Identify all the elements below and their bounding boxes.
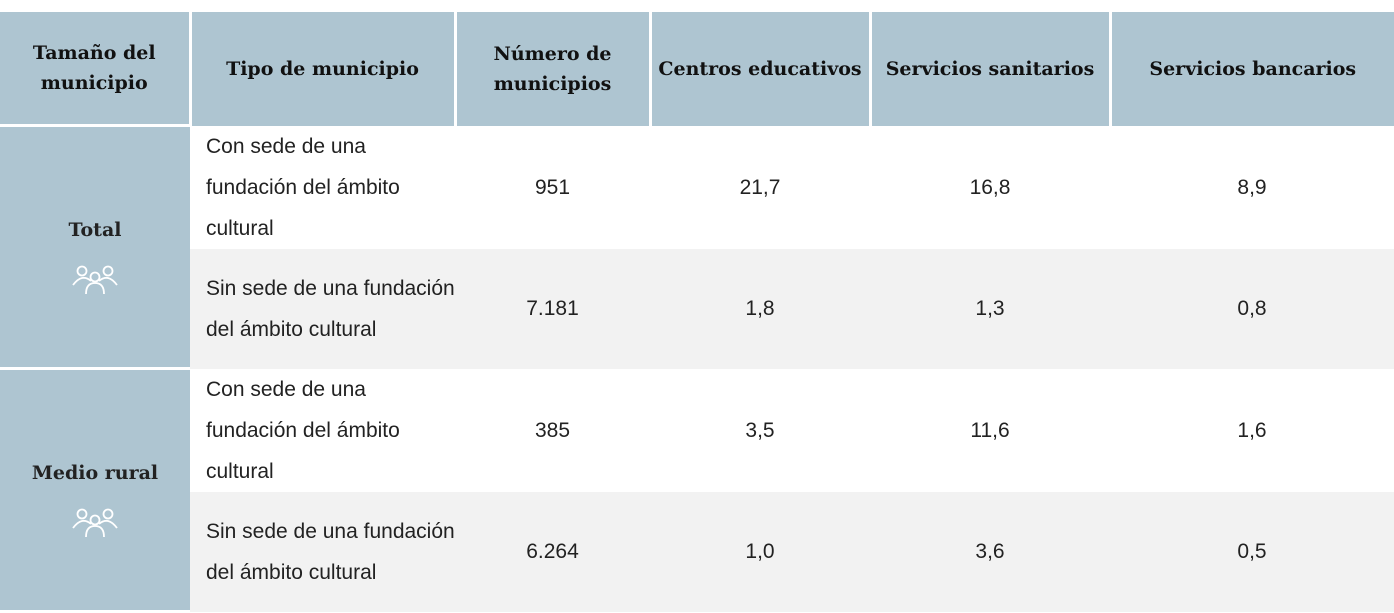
header-cell: Servicios sanitarios (870, 12, 1112, 126)
icon-head (76, 265, 88, 276)
people-icon (72, 265, 118, 294)
header-cell: Tipo de municipio (190, 12, 457, 126)
table-container: Tamaño del municipio Tipo de municipio N… (0, 12, 1394, 613)
group-cell: Medio rural (0, 367, 190, 613)
icon-head (89, 271, 101, 282)
value-cell: 0,8 (1110, 248, 1394, 369)
data-table: Tamaño del municipio Tipo de municipio N… (0, 12, 1394, 613)
group-cell: Total (0, 124, 190, 370)
value-cell: 16,8 (969, 175, 1011, 199)
header-row: Tamaño del municipio Tipo de municipio N… (0, 12, 1394, 126)
table-row: Sin sede de una fundación del ámbito cul… (0, 491, 1394, 612)
type-cell: Sin sede de una fundación del ámbito cul… (190, 491, 455, 612)
value-cell: 7.181 (455, 248, 650, 369)
type-cell: Sin sede de una fundación del ámbito cul… (190, 248, 455, 369)
icon-head (102, 265, 114, 276)
table-row: Sin sede de una fundación del ámbito cul… (0, 248, 1394, 369)
header-cell: Servicios bancarios (1110, 12, 1394, 126)
table-row: Total Con sede de una fundación del ámbit… (0, 124, 1394, 370)
header-cell: Centros educativos (650, 12, 872, 126)
table-body: Total Con sede de una fundación del ámbit… (0, 124, 1394, 613)
table-row: Medio rural Con sede de una fundación del… (0, 367, 1394, 613)
value-cell: 1,0 (650, 491, 870, 612)
group-label: Medio rural (31, 461, 159, 484)
value-cell: 3,5 (745, 418, 775, 442)
value-cell: 1,3 (870, 248, 1110, 369)
icon-body (72, 519, 118, 537)
icon-head (89, 514, 101, 525)
people-icon (72, 508, 118, 537)
icon-head (102, 508, 114, 519)
icon-body (72, 276, 118, 294)
value-cell: 951 (534, 175, 571, 199)
value-cell: 1,6 (1237, 418, 1267, 442)
value-cell: 385 (534, 418, 571, 442)
value-cell: 0,5 (1110, 491, 1394, 612)
header-cell: Tamaño del municipio (0, 12, 192, 126)
type-cell: Con sede de una fundación del ámbito cul… (206, 134, 400, 240)
value-cell: 8,9 (1237, 175, 1267, 199)
group-label: Total (68, 218, 122, 241)
value-cell: 21,7 (739, 175, 781, 199)
header-cell: Número de municipios (455, 12, 652, 126)
value-cell: 3,6 (870, 491, 1110, 612)
type-cell: Con sede de una fundación del ámbito cul… (206, 377, 400, 483)
value-cell: 1,8 (650, 248, 870, 369)
value-cell: 11,6 (970, 418, 1010, 442)
icon-head (76, 508, 88, 519)
page: Tamaño del municipio Tipo de municipio N… (0, 12, 1394, 613)
value-cell: 6.264 (455, 491, 650, 612)
